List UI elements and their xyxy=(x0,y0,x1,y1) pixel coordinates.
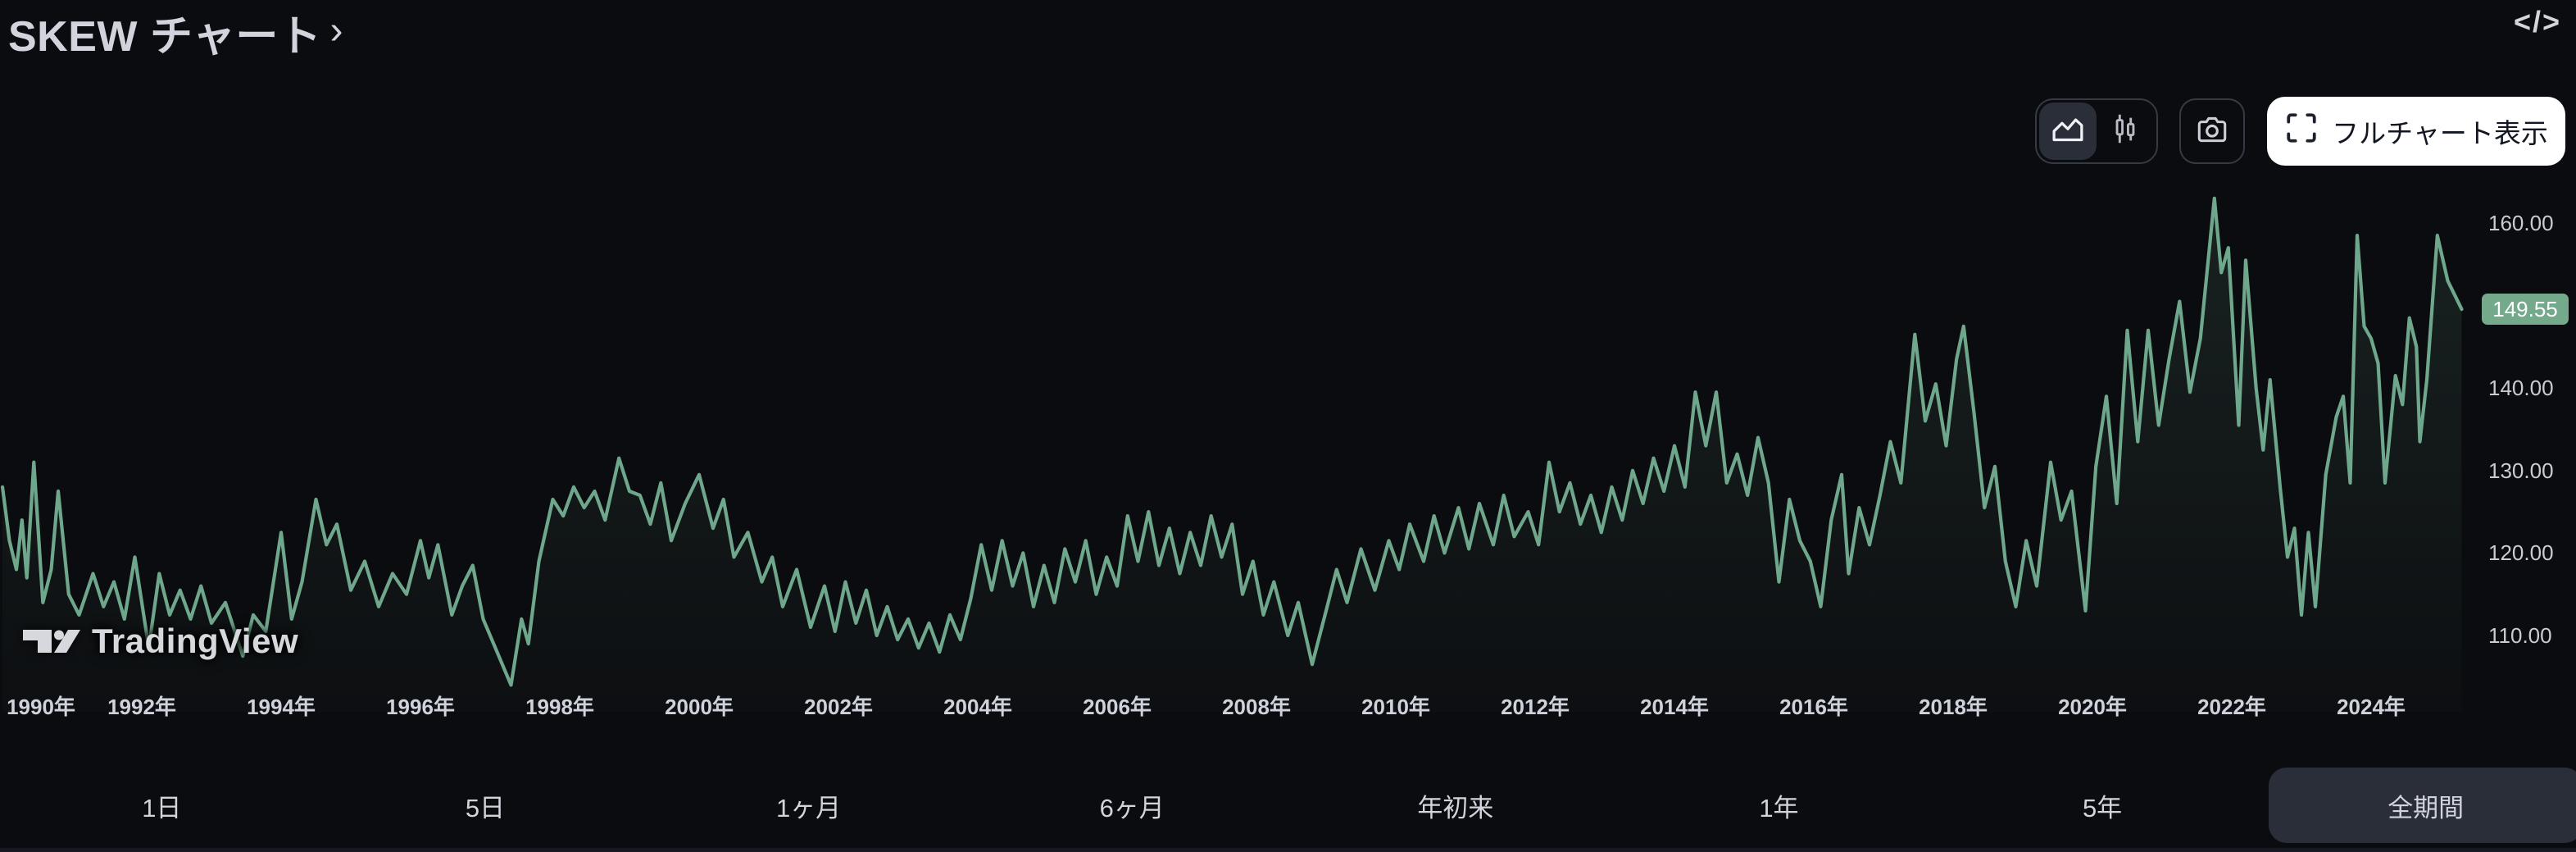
price-axis-label: 140.00 xyxy=(2488,376,2554,401)
series-line xyxy=(0,196,2464,687)
time-axis-label: 2004年 xyxy=(943,695,1012,719)
area-chart-type-button[interactable] xyxy=(2039,103,2097,160)
time-axis-label: 2008年 xyxy=(1222,695,1291,719)
candlestick-icon xyxy=(2106,111,2144,153)
range-button-1d[interactable]: 1日 xyxy=(5,768,319,843)
time-axis-label: 2010年 xyxy=(1361,695,1430,719)
chevron-right-icon: › xyxy=(329,9,343,52)
time-axis-label: 2018年 xyxy=(1919,695,1988,719)
chart-type-switcher xyxy=(2035,98,2158,164)
range-button-5d[interactable]: 5日 xyxy=(329,768,643,843)
camera-icon xyxy=(2193,112,2231,152)
time-axis-label: 2012年 xyxy=(1501,695,1570,719)
range-button-5y[interactable]: 5年 xyxy=(1946,768,2260,843)
time-axis-label: 1998年 xyxy=(525,695,594,719)
candlestick-chart-type-button[interactable] xyxy=(2097,103,2154,160)
range-button-all[interactable]: 全期間 xyxy=(2269,768,2576,843)
area-chart-icon xyxy=(2049,111,2087,153)
snapshot-button[interactable] xyxy=(2179,98,2245,164)
price-axis-label: 110.00 xyxy=(2488,623,2552,648)
price-axis-label: 130.00 xyxy=(2488,458,2554,483)
time-axis-label: 2024年 xyxy=(2337,695,2406,719)
time-axis-label: 1994年 xyxy=(247,695,316,719)
time-axis-label: 2000年 xyxy=(665,695,734,719)
price-axis-label: 120.00 xyxy=(2488,540,2554,566)
time-axis-label: 2006年 xyxy=(1083,695,1152,719)
full-chart-button[interactable]: フルチャート表示 xyxy=(2267,97,2565,166)
time-axis-label: 2014年 xyxy=(1640,695,1709,719)
tradingview-wordmark: TradingView xyxy=(92,622,299,660)
time-axis-label: 2022年 xyxy=(2197,695,2266,719)
range-selector: 1日 5日 1ヶ月 6ヶ月 年初来 1年 5年 全期間 xyxy=(0,768,2576,843)
range-button-ytd[interactable]: 年初来 xyxy=(1299,768,1613,843)
fullscreen-icon xyxy=(2284,111,2319,152)
price-axis-label: 160.00 xyxy=(2488,211,2554,235)
time-axis-label: 2002年 xyxy=(804,695,873,719)
time-axis-label: 1992年 xyxy=(107,695,176,719)
time-axis-label: 2016年 xyxy=(1779,695,1848,719)
tradingview-mark-icon xyxy=(23,622,80,661)
tradingview-logo[interactable]: TradingView xyxy=(11,622,298,661)
range-button-6m[interactable]: 6ヶ月 xyxy=(975,768,1289,843)
embed-code-icon[interactable]: </> xyxy=(2513,5,2561,39)
series-area-fill xyxy=(2,198,2462,713)
last-price-badge: 149.55 xyxy=(2482,294,2569,326)
time-axis-label: 2020年 xyxy=(2058,695,2127,719)
full-chart-label: フルチャート表示 xyxy=(2332,118,2548,148)
time-axis-label: 1990年 xyxy=(7,695,75,719)
symbol-title: SKEW チャート xyxy=(8,13,322,61)
time-axis-label: 1996年 xyxy=(386,695,455,719)
bottom-divider xyxy=(0,848,2576,852)
range-button-1m[interactable]: 1ヶ月 xyxy=(652,768,965,843)
page-title[interactable]: SKEW チャート › xyxy=(8,2,343,63)
range-button-1y[interactable]: 1年 xyxy=(1622,768,1936,843)
